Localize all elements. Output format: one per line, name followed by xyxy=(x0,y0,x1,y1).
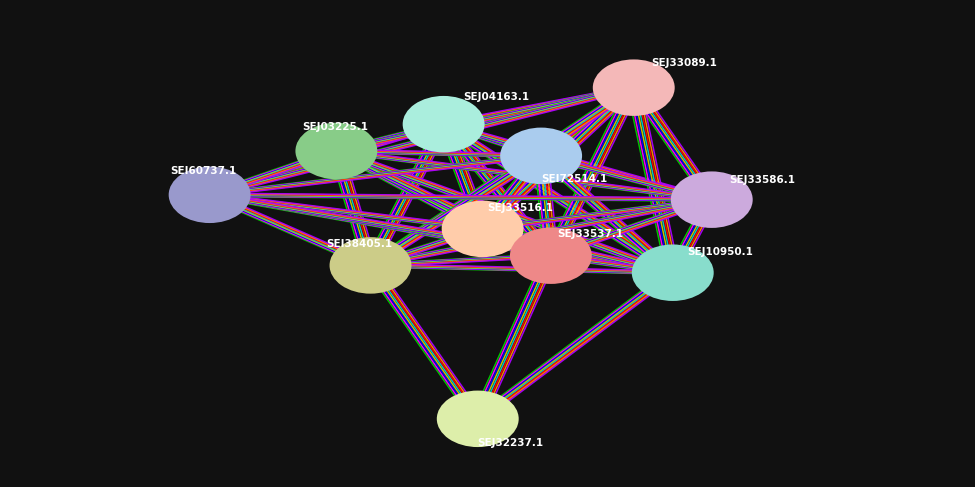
Text: SEJ33516.1: SEJ33516.1 xyxy=(488,203,554,213)
Text: SEI72514.1: SEI72514.1 xyxy=(541,174,607,184)
Text: SEI38405.1: SEI38405.1 xyxy=(327,240,393,249)
Ellipse shape xyxy=(510,227,592,284)
Ellipse shape xyxy=(330,237,411,294)
Ellipse shape xyxy=(632,244,714,301)
Ellipse shape xyxy=(593,59,675,116)
Ellipse shape xyxy=(295,123,377,179)
Ellipse shape xyxy=(169,167,251,223)
Ellipse shape xyxy=(403,96,485,152)
Ellipse shape xyxy=(437,391,519,447)
Ellipse shape xyxy=(442,201,524,257)
Text: SEJ33586.1: SEJ33586.1 xyxy=(729,175,796,185)
Text: SEJ03225.1: SEJ03225.1 xyxy=(302,122,369,131)
Text: SEJ04163.1: SEJ04163.1 xyxy=(463,93,529,102)
Ellipse shape xyxy=(500,128,582,184)
Ellipse shape xyxy=(671,171,753,228)
Text: SEI60737.1: SEI60737.1 xyxy=(171,167,237,176)
Text: SEJ33537.1: SEJ33537.1 xyxy=(558,229,624,239)
Text: SEJ10950.1: SEJ10950.1 xyxy=(687,247,754,257)
Text: SEJ32237.1: SEJ32237.1 xyxy=(478,438,544,448)
Text: SEJ33089.1: SEJ33089.1 xyxy=(651,58,718,68)
